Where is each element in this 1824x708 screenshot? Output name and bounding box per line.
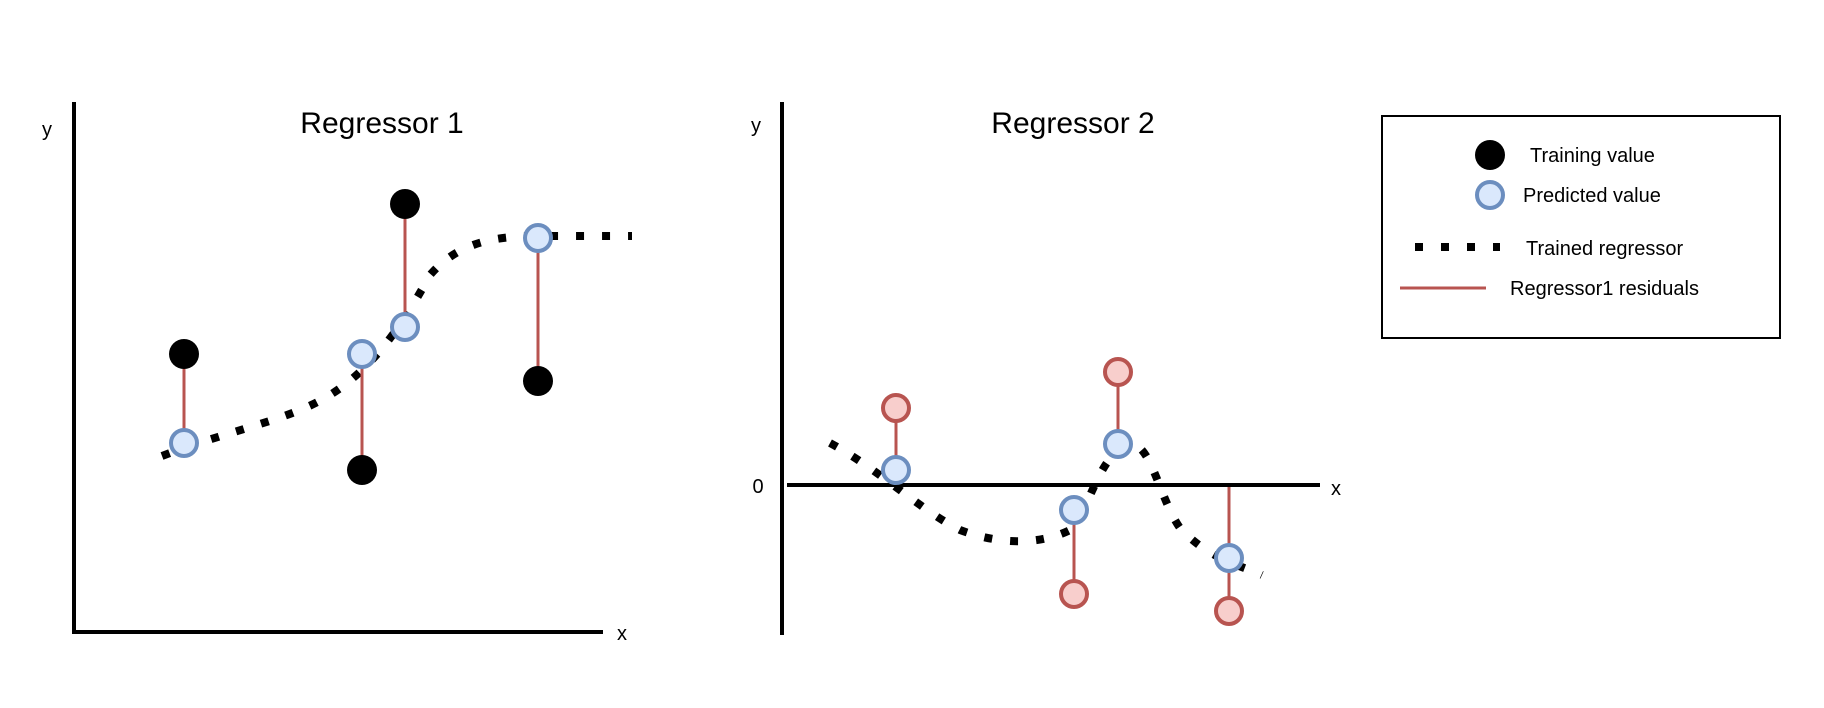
- regressor2-zero-label: 0: [752, 476, 763, 498]
- regressor1-x-label: x: [617, 623, 627, 645]
- regressor1-training-point: [390, 189, 420, 219]
- regressor2-predicted-point: [881, 455, 911, 485]
- legend-trained-label: Trained regressor: [1526, 238, 1683, 260]
- legend-training-marker: [1475, 140, 1505, 170]
- regressor2-residual-point: [1059, 579, 1089, 609]
- regressor2-residual-point: [1214, 596, 1244, 626]
- legend-predicted-marker: [1475, 180, 1505, 210]
- regressor2-residual-point: [1103, 357, 1133, 387]
- regressor1-training-point: [523, 366, 553, 396]
- regressor1-y-label: y: [42, 119, 52, 141]
- regressor2-predicted-point: [1214, 543, 1244, 573]
- regressor1-predicted-point: [390, 312, 420, 342]
- regressor1-training-point: [347, 455, 377, 485]
- legend-box: [1381, 115, 1781, 339]
- regressor1-title: Regressor 1: [300, 107, 463, 140]
- regressor2-panel: Regressor 2 y x 0: [751, 102, 1341, 635]
- legend: Training value Predicted value Trained r…: [1381, 115, 1781, 339]
- regressor1-predicted-point: [347, 339, 377, 369]
- regressor1-trained-curve: [160, 232, 632, 460]
- regressor2-predicted-point: [1059, 495, 1089, 525]
- regressor2-residual-point: [881, 393, 911, 423]
- regressor1-panel: Regressor 1 y x: [42, 102, 632, 645]
- legend-residuals-label: Regressor1 residuals: [1510, 278, 1699, 300]
- legend-training-label: Training value: [1530, 145, 1655, 167]
- regressor2-predicted-point: [1103, 429, 1133, 459]
- regressor1-predicted-point: [523, 223, 553, 253]
- regressor1-training-point: [169, 339, 199, 369]
- legend-predicted-label: Predicted value: [1523, 185, 1661, 207]
- regressor2-x-label: x: [1331, 478, 1341, 500]
- regressor1-predicted-point: [169, 428, 199, 458]
- regressor2-title: Regressor 2: [991, 107, 1154, 140]
- regressor2-y-label: y: [751, 115, 761, 137]
